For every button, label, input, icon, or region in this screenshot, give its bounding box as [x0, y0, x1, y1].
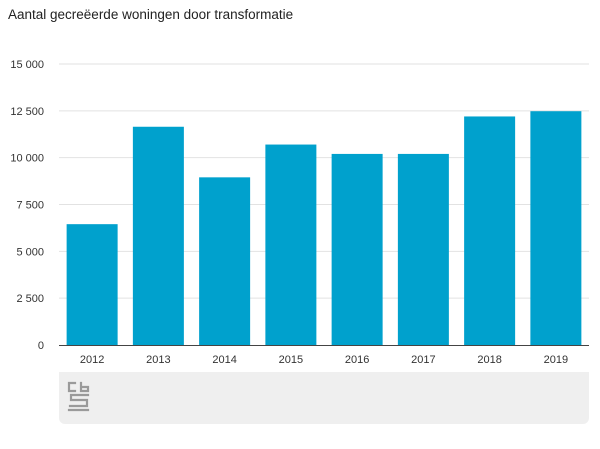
y-tick-label: 0 — [38, 340, 44, 352]
x-tick-label: 2018 — [477, 354, 501, 366]
x-axis-tick-labels: 2012 2013 2014 2015 2016 2017 2018 2019 — [80, 354, 568, 366]
bar-2012 — [66, 224, 118, 345]
y-axis-tick-labels: 0 2 500 5 000 7 500 10 000 12 500 15 000 — [10, 59, 44, 352]
x-tick-label: 2015 — [279, 354, 303, 366]
y-tick-label: 7 500 — [16, 200, 44, 212]
cbs-logo-icon — [67, 381, 90, 412]
y-tick-label: 2 500 — [16, 293, 44, 305]
bar-2015 — [265, 144, 317, 345]
bars — [66, 111, 582, 345]
x-tick-label: 2016 — [345, 354, 369, 366]
bar-2017 — [397, 153, 449, 345]
chart-title: Aantal gecreëerde woningen door transfor… — [8, 7, 294, 22]
y-tick-label: 10 000 — [10, 153, 44, 165]
bar-2018 — [464, 116, 516, 345]
x-tick-label: 2013 — [146, 354, 170, 366]
x-tick-label: 2012 — [80, 354, 104, 366]
y-tick-label: 12 500 — [10, 106, 44, 118]
y-tick-label: 5 000 — [16, 246, 44, 258]
x-tick-label: 2017 — [411, 354, 435, 366]
y-tick-label: 15 000 — [10, 59, 44, 71]
source-band — [59, 372, 589, 424]
bar-2014 — [199, 177, 251, 345]
bar-2013 — [132, 126, 184, 345]
x-tick-label: 2014 — [212, 354, 236, 366]
bar-2019 — [530, 111, 582, 345]
bar-2016 — [331, 153, 383, 345]
x-tick-label: 2019 — [544, 354, 568, 366]
